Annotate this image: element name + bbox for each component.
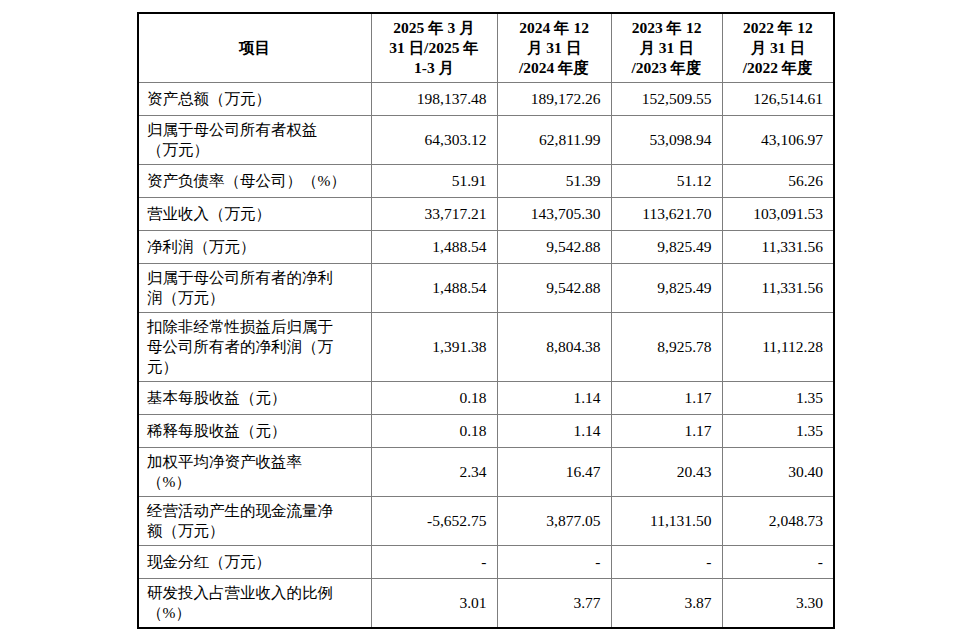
- row-value: 1.17: [611, 382, 722, 415]
- row-value: 0.18: [371, 382, 497, 415]
- row-value: 3.87: [611, 579, 722, 629]
- row-value: 51.39: [497, 165, 611, 198]
- row-value: 51.91: [371, 165, 497, 198]
- table-row: 归属于母公司所有者的净利 润（万元）1,488.549,542.889,825.…: [138, 264, 834, 313]
- row-value: 1.35: [722, 382, 834, 415]
- row-value: 11,131.50: [611, 497, 722, 546]
- table-row: 研发投入占营业收入的比例 （%）3.013.773.873.30: [138, 579, 834, 629]
- row-value: 126,514.61: [722, 83, 834, 116]
- row-value: 53,098.94: [611, 116, 722, 165]
- row-value: 152,509.55: [611, 83, 722, 116]
- row-value: 16.47: [497, 448, 611, 497]
- row-value: 9,825.49: [611, 264, 722, 313]
- row-label: 研发投入占营业收入的比例 （%）: [138, 579, 371, 629]
- document-page: 项目 2025 年 3 月 31 日/2025 年 1-3 月 2024 年 1…: [0, 0, 969, 639]
- row-value: 1,488.54: [371, 231, 497, 264]
- row-value: 1.35: [722, 415, 834, 448]
- row-value: -: [371, 546, 497, 579]
- row-label: 资产负债率（母公司）（%）: [138, 165, 371, 198]
- row-value: 2,048.73: [722, 497, 834, 546]
- table-row: 稀释每股收益（元）0.181.141.171.35: [138, 415, 834, 448]
- row-label: 现金分红（万元）: [138, 546, 371, 579]
- header-period-2025: 2025 年 3 月 31 日/2025 年 1-3 月: [371, 13, 497, 83]
- table-row: 经营活动产生的现金流量净 额（万元）-5,652.753,877.0511,13…: [138, 497, 834, 546]
- table-row: 净利润（万元）1,488.549,542.889,825.4911,331.56: [138, 231, 834, 264]
- row-value: 0.18: [371, 415, 497, 448]
- row-value: 143,705.30: [497, 198, 611, 231]
- row-label: 扣除非经常性损益后归属于 母公司所有者的净利润（万 元）: [138, 313, 371, 382]
- row-value: 51.12: [611, 165, 722, 198]
- table-row: 加权平均净资产收益率 （%）2.3416.4720.4330.40: [138, 448, 834, 497]
- header-row: 项目 2025 年 3 月 31 日/2025 年 1-3 月 2024 年 1…: [138, 13, 834, 83]
- row-value: 1.14: [497, 415, 611, 448]
- row-value: 62,811.99: [497, 116, 611, 165]
- row-value: 56.26: [722, 165, 834, 198]
- row-label: 归属于母公司所有者权益 （万元）: [138, 116, 371, 165]
- row-value: -5,652.75: [371, 497, 497, 546]
- row-value: 198,137.48: [371, 83, 497, 116]
- row-label: 基本每股收益（元）: [138, 382, 371, 415]
- header-period-2023: 2023 年 12 月 31 日 /2023 年度: [611, 13, 722, 83]
- row-value: 189,172.26: [497, 83, 611, 116]
- row-value: 20.43: [611, 448, 722, 497]
- table-row: 资产总额（万元）198,137.48189,172.26152,509.5512…: [138, 83, 834, 116]
- row-label: 经营活动产生的现金流量净 额（万元）: [138, 497, 371, 546]
- row-value: 8,804.38: [497, 313, 611, 382]
- row-value: 64,303.12: [371, 116, 497, 165]
- row-value: 11,331.56: [722, 264, 834, 313]
- header-item-label: 项目: [138, 13, 371, 83]
- row-label: 净利润（万元）: [138, 231, 371, 264]
- row-value: 11,112.28: [722, 313, 834, 382]
- row-value: 3.01: [371, 579, 497, 629]
- row-value: 43,106.97: [722, 116, 834, 165]
- row-value: 11,331.56: [722, 231, 834, 264]
- row-value: 3.77: [497, 579, 611, 629]
- row-label: 加权平均净资产收益率 （%）: [138, 448, 371, 497]
- row-value: 1.17: [611, 415, 722, 448]
- row-value: 1.14: [497, 382, 611, 415]
- row-label: 资产总额（万元）: [138, 83, 371, 116]
- row-value: 2.34: [371, 448, 497, 497]
- row-value: 30.40: [722, 448, 834, 497]
- header-period-2024: 2024 年 12 月 31 日 /2024 年度: [497, 13, 611, 83]
- row-value: 9,825.49: [611, 231, 722, 264]
- row-label: 营业收入（万元）: [138, 198, 371, 231]
- table-row: 现金分红（万元）----: [138, 546, 834, 579]
- row-value: -: [497, 546, 611, 579]
- row-value: 9,542.88: [497, 231, 611, 264]
- row-value: -: [722, 546, 834, 579]
- row-value: 113,621.70: [611, 198, 722, 231]
- row-value: 3,877.05: [497, 497, 611, 546]
- table-row: 归属于母公司所有者权益 （万元）64,303.1262,811.9953,098…: [138, 116, 834, 165]
- row-label: 稀释每股收益（元）: [138, 415, 371, 448]
- financial-summary-table: 项目 2025 年 3 月 31 日/2025 年 1-3 月 2024 年 1…: [137, 12, 835, 629]
- row-value: 1,391.38: [371, 313, 497, 382]
- table-row: 基本每股收益（元）0.181.141.171.35: [138, 382, 834, 415]
- row-value: 9,542.88: [497, 264, 611, 313]
- row-value: 103,091.53: [722, 198, 834, 231]
- table-row: 营业收入（万元）33,717.21143,705.30113,621.70103…: [138, 198, 834, 231]
- row-value: -: [611, 546, 722, 579]
- row-value: 33,717.21: [371, 198, 497, 231]
- row-value: 1,488.54: [371, 264, 497, 313]
- row-label: 归属于母公司所有者的净利 润（万元）: [138, 264, 371, 313]
- table-row: 扣除非经常性损益后归属于 母公司所有者的净利润（万 元）1,391.388,80…: [138, 313, 834, 382]
- row-value: 3.30: [722, 579, 834, 629]
- header-period-2022: 2022 年 12 月 31 日 /2022 年度: [722, 13, 834, 83]
- table-row: 资产负债率（母公司）（%）51.9151.3951.1256.26: [138, 165, 834, 198]
- row-value: 8,925.78: [611, 313, 722, 382]
